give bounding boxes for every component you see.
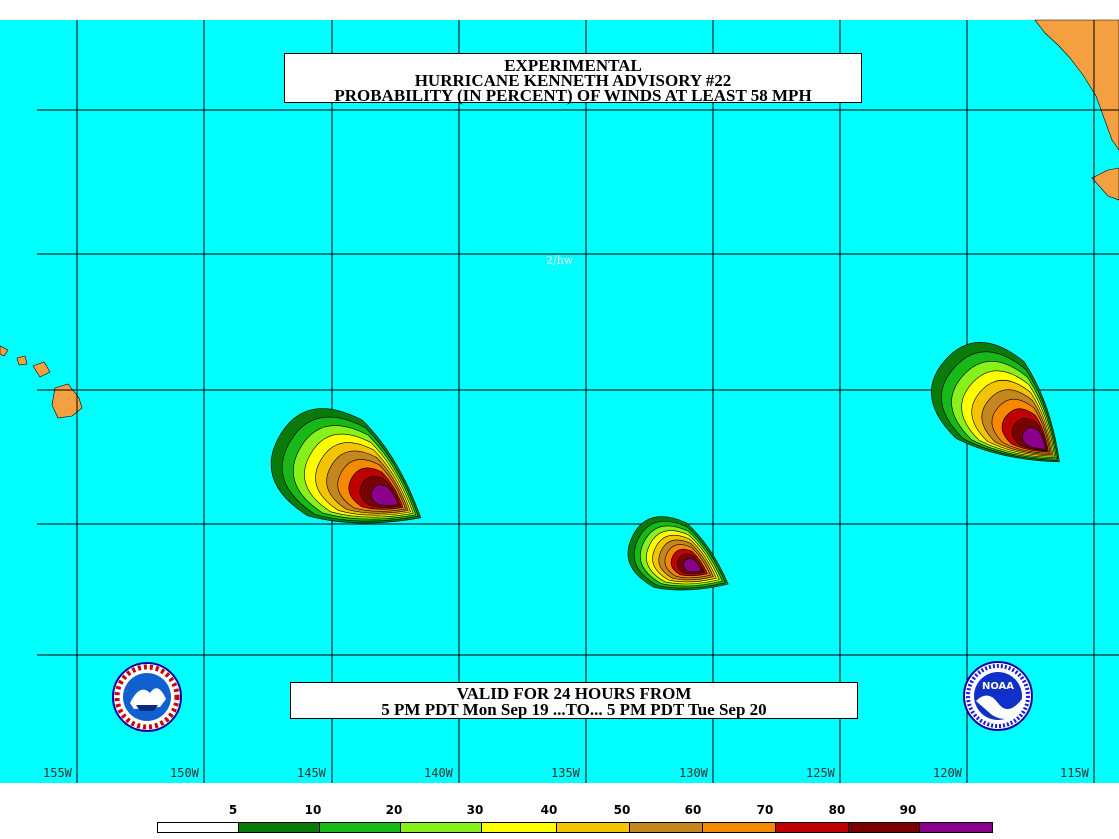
title-line-1: EXPERIMENTAL bbox=[504, 56, 642, 75]
valid-line-1: VALID FOR 24 HOURS FROM bbox=[456, 684, 692, 703]
lon-label-155w: 155W bbox=[43, 766, 72, 780]
lon-label-150w: 150W bbox=[170, 766, 199, 780]
watermark-text: 2/hw bbox=[546, 254, 574, 267]
storm-west-band-9 bbox=[370, 484, 399, 506]
noaa-logo-mark: NOAA bbox=[982, 681, 1014, 692]
legend-label-70: 70 bbox=[756, 803, 774, 817]
legend-color-bar bbox=[157, 822, 993, 833]
hawaii-kauai bbox=[0, 345, 9, 357]
lon-label-145w: 145W bbox=[297, 766, 326, 780]
legend-swatch-6 bbox=[630, 823, 703, 832]
storm-east bbox=[931, 342, 1060, 463]
legend-label-5: 5 bbox=[228, 803, 238, 817]
storm-center bbox=[627, 516, 729, 591]
probability-map bbox=[0, 19, 1119, 783]
lon-label-125w: 125W bbox=[806, 766, 835, 780]
nws-logo bbox=[112, 662, 182, 732]
title-line-2: HURRICANE KENNETH ADVISORY #22 bbox=[414, 71, 732, 90]
lon-label-130w: 130W bbox=[679, 766, 708, 780]
legend-swatch-0 bbox=[158, 823, 239, 832]
storm-east-band-9 bbox=[1021, 427, 1046, 450]
legend-swatch-10 bbox=[920, 823, 992, 832]
title-line-3: PROBABILITY (IN PERCENT) OF WINDS AT LEA… bbox=[334, 86, 812, 105]
storm-center-band-9 bbox=[683, 558, 702, 573]
legend-swatch-8 bbox=[776, 823, 849, 832]
legend-label-30: 30 bbox=[466, 803, 484, 817]
legend-swatch-1 bbox=[239, 823, 320, 832]
legend-label-90: 90 bbox=[899, 803, 917, 817]
legend-label-80: 80 bbox=[828, 803, 846, 817]
noaa-logo: NOAA bbox=[963, 661, 1033, 731]
legend-swatch-2 bbox=[320, 823, 401, 832]
legend-label-10: 10 bbox=[304, 803, 322, 817]
legend-swatch-3 bbox=[401, 823, 482, 832]
title-box: EXPERIMENTAL HURRICANE KENNETH ADVISORY … bbox=[284, 53, 862, 105]
legend-swatch-9 bbox=[849, 823, 920, 832]
legend-label-60: 60 bbox=[684, 803, 702, 817]
probability-contours bbox=[270, 342, 1060, 591]
lon-label-115w: 115W bbox=[1060, 766, 1089, 780]
legend-swatch-5 bbox=[557, 823, 630, 832]
valid-line-2: 5 PM PDT Mon Sep 19 ...TO... 5 PM PDT Tu… bbox=[381, 700, 767, 719]
legend-label-40: 40 bbox=[540, 803, 558, 817]
mainland-mexico-land bbox=[1091, 167, 1119, 201]
legend-label-20: 20 bbox=[385, 803, 403, 817]
valid-period-box: VALID FOR 24 HOURS FROM 5 PM PDT Mon Sep… bbox=[290, 682, 858, 719]
legend-swatch-7 bbox=[703, 823, 776, 832]
hawaii-maui bbox=[32, 361, 51, 378]
legend-swatch-4 bbox=[482, 823, 557, 832]
legend-label-50: 50 bbox=[613, 803, 631, 817]
storm-west bbox=[270, 408, 422, 524]
hawaii-oahu bbox=[16, 355, 28, 366]
baja-california-land bbox=[1034, 19, 1119, 151]
lon-label-120w: 120W bbox=[933, 766, 962, 780]
lon-label-140w: 140W bbox=[424, 766, 453, 780]
lon-label-135w: 135W bbox=[551, 766, 580, 780]
